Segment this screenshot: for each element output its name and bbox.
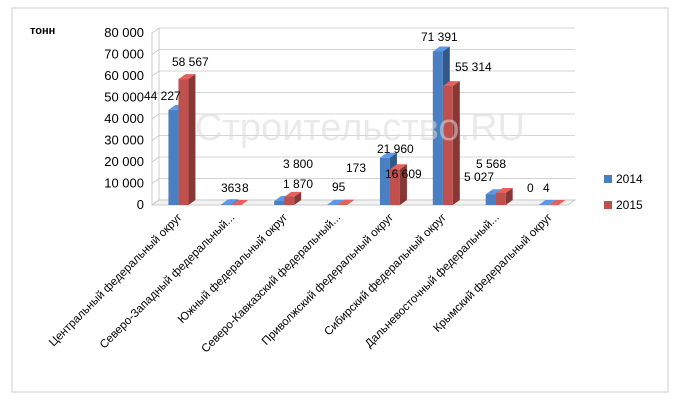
bar-front [274, 201, 284, 205]
data-label: 5 027 [464, 170, 494, 184]
bar-front [168, 110, 178, 205]
data-label: 8 [242, 181, 249, 195]
y-tick-labels: 0 10 000 20 000 30 000 40 000 50 000 60 000 70 … [104, 25, 144, 212]
y-tick-label: 80 000 [104, 25, 144, 40]
data-label: 95 [332, 180, 346, 194]
data-label: 3 800 [283, 157, 313, 171]
data-label: 58 567 [172, 55, 209, 69]
data-label: 4 [543, 181, 550, 195]
y-tick-label: 70 000 [104, 47, 144, 62]
data-label: 16 609 [385, 167, 422, 181]
data-label: 363 [221, 181, 241, 195]
data-label: 1 870 [283, 177, 313, 191]
legend-swatch [604, 201, 612, 209]
y-tick-label: 40 000 [104, 111, 144, 126]
bar-front [380, 158, 390, 205]
data-label: 0 [527, 181, 534, 195]
bar-front [221, 204, 231, 205]
legend-label: 2015 [616, 198, 643, 212]
legend-swatch [604, 175, 612, 183]
y-tick-label: 20 000 [104, 154, 144, 169]
bar-2015 [178, 74, 195, 205]
bar-front [496, 193, 506, 205]
bar-front [486, 194, 496, 205]
data-label: 44 227 [144, 89, 181, 103]
y-tick-label: 50 000 [104, 90, 144, 105]
data-label: 55 314 [455, 60, 492, 74]
y-tick-label: 60 000 [104, 68, 144, 83]
bar-front [284, 197, 294, 205]
y-axis-label: тонн [30, 25, 55, 37]
data-label: 173 [346, 161, 366, 175]
legend-label: 2014 [616, 172, 643, 186]
y-tick-label: 10 000 [104, 176, 144, 191]
y-tick-label: 0 [137, 197, 144, 212]
data-label: 71 391 [421, 30, 458, 44]
data-label: 5 568 [476, 157, 506, 171]
y-tick-label: 30 000 [104, 133, 144, 148]
watermark: Строительство.RU [195, 107, 525, 149]
